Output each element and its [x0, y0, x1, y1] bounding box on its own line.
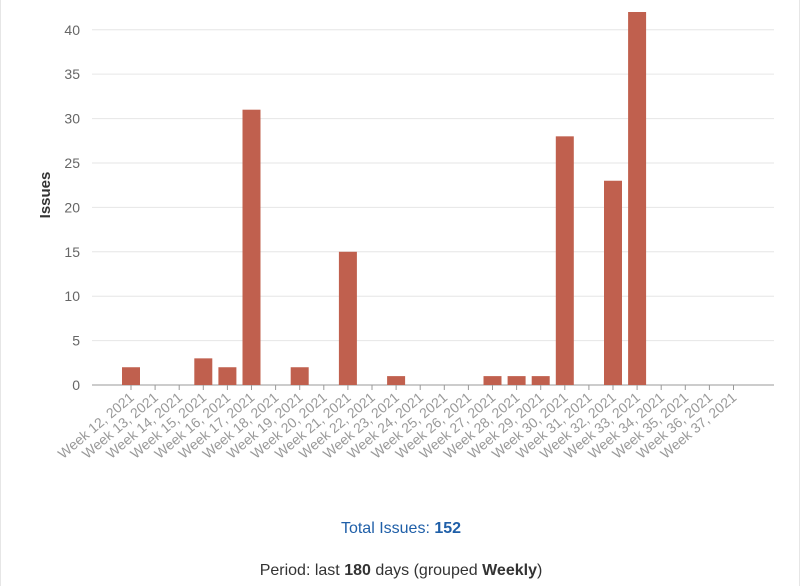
y-tick-label: 25	[64, 155, 80, 171]
total-issues-label: Total Issues:	[340, 520, 430, 537]
y-axis-ticks: 0 5 10 15 20 25 30 35 40	[64, 22, 80, 393]
y-tick-label: 30	[64, 111, 80, 127]
y-axis-title: Issues	[37, 172, 54, 219]
bar	[338, 251, 357, 385]
y-tick-label: 35	[64, 66, 80, 82]
total-issues-value: 152	[434, 520, 462, 537]
total-issues: Total Issues: 152	[0, 520, 802, 538]
y-tick-label: 5	[72, 333, 80, 349]
period-prefix: Period: last	[259, 562, 340, 579]
bar	[290, 367, 309, 385]
period-summary: Period: last 180 days (grouped Weekly)	[0, 562, 802, 580]
grid-lines	[92, 29, 774, 386]
y-tick-label: 20	[64, 199, 80, 215]
bar	[555, 136, 574, 385]
bar	[628, 12, 647, 385]
y-tick-label: 10	[64, 288, 80, 304]
y-tick-label: 0	[72, 377, 80, 393]
bar	[387, 376, 406, 385]
bar	[194, 358, 213, 385]
period-mid: days (grouped	[375, 562, 478, 579]
period-group: Weekly	[482, 562, 537, 579]
bar	[531, 376, 550, 385]
bar	[122, 367, 140, 385]
period-days: 180	[344, 562, 371, 579]
period-suffix: )	[536, 562, 543, 579]
bar	[604, 180, 622, 385]
y-tick-label: 40	[64, 22, 80, 38]
bar	[218, 367, 237, 385]
bars	[122, 12, 647, 385]
bar	[242, 109, 261, 385]
bar	[483, 376, 502, 385]
bar	[507, 376, 526, 385]
y-tick-label: 15	[64, 244, 80, 260]
